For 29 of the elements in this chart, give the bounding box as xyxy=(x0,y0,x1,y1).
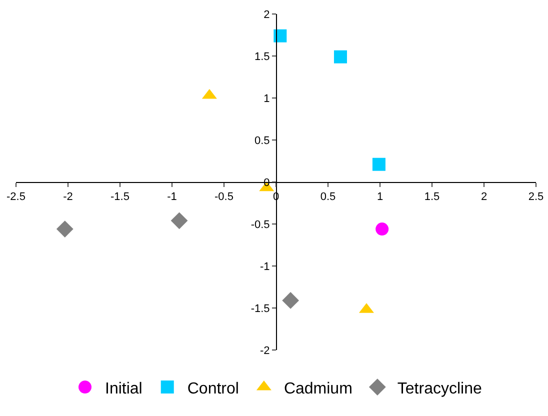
point xyxy=(56,220,74,238)
y-tick-label: 1 xyxy=(264,92,270,105)
x-tick-label: 1 xyxy=(376,191,384,204)
point xyxy=(274,29,287,42)
x-tick-label: -1.5 xyxy=(110,191,130,204)
x-tick-label: -1 xyxy=(167,191,177,204)
x-tick-label: -2 xyxy=(63,191,73,204)
point xyxy=(376,222,389,236)
y-tick-label: 1.5 xyxy=(254,50,270,63)
y-tick-label: -0.5 xyxy=(250,218,270,231)
x-tick-label: 1.5 xyxy=(424,191,440,204)
x-tick-label: 2.5 xyxy=(528,191,544,204)
y-tick-label: 0.5 xyxy=(254,134,270,147)
x-tick-label: 0.5 xyxy=(320,191,336,204)
legend-label: Control xyxy=(187,380,239,398)
legend-label: Cadmium xyxy=(284,380,352,398)
y-tick-label: -1 xyxy=(260,260,270,273)
point xyxy=(372,158,386,171)
legend-label: Tetracycline xyxy=(397,380,482,398)
point xyxy=(170,212,188,230)
x-tick-label: 2 xyxy=(480,191,488,204)
y-tick-label: -2 xyxy=(260,344,270,357)
legend-label: Initial xyxy=(105,380,142,398)
x-tick-label: -0.5 xyxy=(214,191,234,204)
point xyxy=(282,292,300,309)
x-tick-label: -2.5 xyxy=(6,191,26,204)
y-tick-label: 2 xyxy=(264,8,270,21)
y-tick-label: -1.5 xyxy=(250,302,270,315)
point xyxy=(334,50,347,64)
